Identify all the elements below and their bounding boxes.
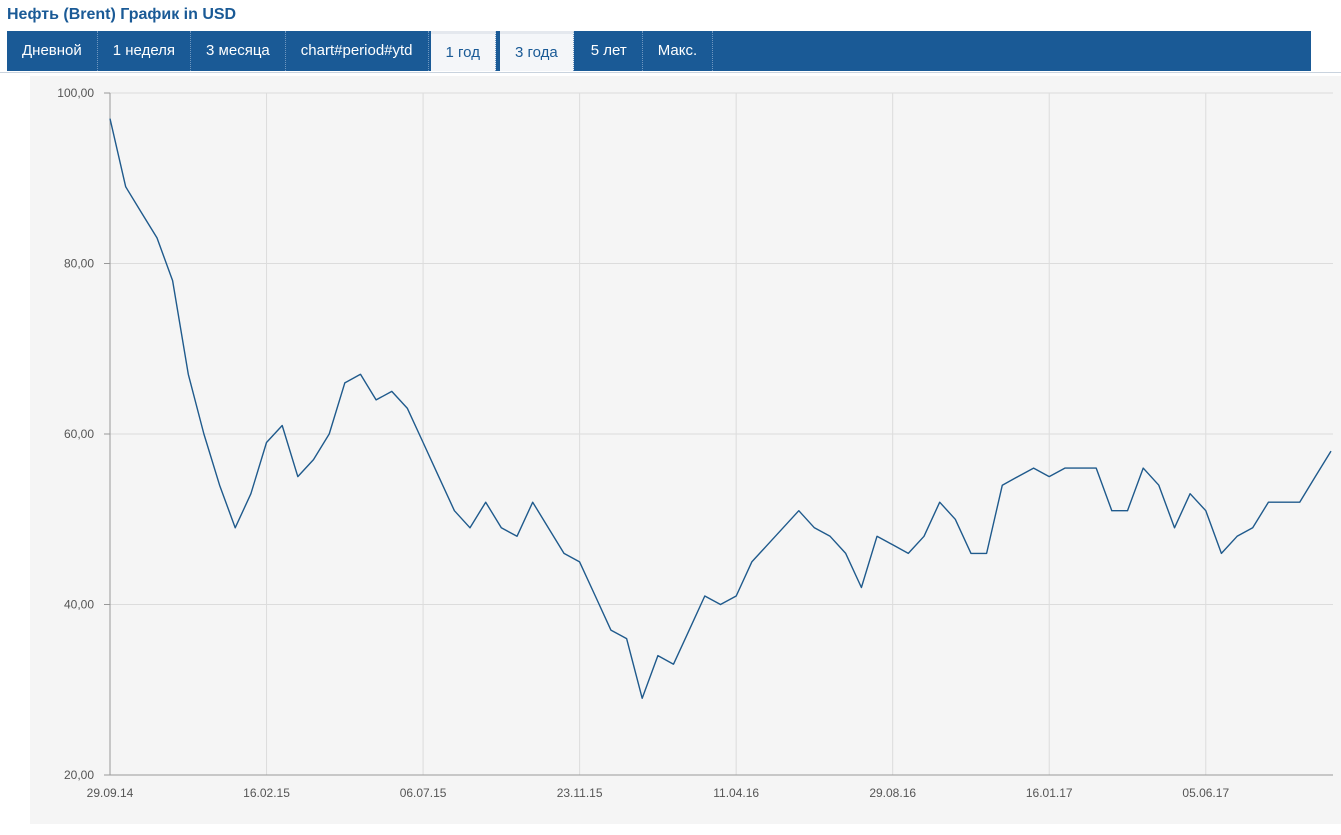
y-tick-label: 100,00 bbox=[57, 86, 94, 100]
divider bbox=[0, 72, 1341, 73]
x-tick-label: 29.09.14 bbox=[87, 786, 134, 800]
tab[interactable]: 1 год bbox=[430, 31, 496, 71]
x-tick-label: 16.01.17 bbox=[1026, 786, 1073, 800]
y-tick-label: 60,00 bbox=[64, 427, 94, 441]
tab-bar: Дневной 1 неделя 3 месяца chart#period#ytd 1… bbox=[7, 31, 1311, 71]
x-tick-label: 11.04.16 bbox=[713, 786, 759, 800]
y-tick-label: 20,00 bbox=[64, 768, 94, 782]
x-tick-label: 05.06.17 bbox=[1182, 786, 1229, 800]
price-line bbox=[109, 118, 1332, 699]
tab[interactable]: 3 года bbox=[499, 31, 574, 71]
y-tick-label: 80,00 bbox=[64, 257, 94, 271]
tab[interactable]: chart#period#ytd bbox=[286, 31, 429, 71]
tab[interactable]: 5 лет bbox=[576, 31, 643, 71]
plot-background bbox=[30, 76, 1341, 824]
y-tick-label: 40,00 bbox=[64, 598, 94, 612]
tab[interactable]: Дневной bbox=[7, 31, 98, 71]
tab[interactable]: 1 неделя bbox=[98, 31, 192, 71]
tab[interactable]: 3 месяца bbox=[191, 31, 286, 71]
x-tick-label: 16.02.15 bbox=[243, 786, 290, 800]
x-tick-label: 29.08.16 bbox=[869, 786, 916, 800]
x-tick-label: 06.07.15 bbox=[400, 786, 447, 800]
page-title: Нефть (Brent) График in USD bbox=[7, 6, 237, 23]
tab[interactable]: Макс. bbox=[643, 31, 714, 71]
x-tick-label: 23.11.15 bbox=[557, 786, 603, 800]
